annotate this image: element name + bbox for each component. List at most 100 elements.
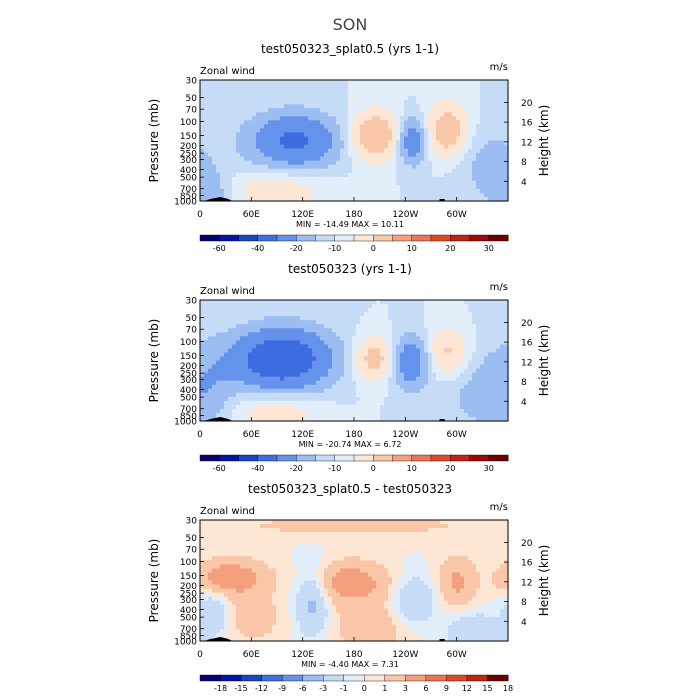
heatmap-cell (464, 312, 469, 317)
heatmap-cell (428, 160, 433, 166)
heatmap-cell (312, 148, 317, 154)
heatmap-cell (276, 308, 281, 313)
heatmap-cell (400, 332, 405, 337)
heatmap-cell (380, 352, 385, 358)
heatmap-cell (220, 168, 225, 174)
heatmap-cell (440, 116, 445, 121)
heatmap-cell (280, 380, 285, 386)
heatmap-cell (428, 96, 433, 101)
heatmap-cell (320, 376, 325, 382)
heatmap-cell (312, 356, 317, 362)
heatmap-cell (288, 156, 293, 162)
heatmap-cell (396, 392, 401, 398)
heatmap-cell (384, 196, 389, 202)
longitude-tick-label: 60E (243, 210, 260, 220)
heatmap-cell (488, 304, 493, 309)
heatmap-cell (248, 92, 253, 97)
heatmap-cell (480, 104, 485, 109)
heatmap-cell (464, 188, 469, 194)
heatmap-cell (288, 124, 293, 129)
heatmap-cell (212, 184, 217, 190)
heatmap-cell (348, 156, 353, 162)
heatmap-cell (408, 168, 413, 174)
heatmap-cell (360, 168, 365, 174)
heatmap-cell (484, 524, 489, 529)
heatmap-cell (444, 360, 449, 366)
heatmap-cell (292, 400, 297, 406)
heatmap-cell (256, 400, 261, 406)
heatmap-cell (424, 368, 429, 374)
heatmap-cell (232, 384, 237, 390)
heatmap-cell (328, 144, 333, 150)
heatmap-cell (248, 348, 253, 354)
heatmap-cell (360, 184, 365, 190)
heatmap-cell (264, 116, 269, 121)
heatmap-cell (276, 400, 281, 406)
colorbar-swatch (392, 454, 413, 462)
heatmap-cell (200, 108, 205, 113)
heatmap-cell (308, 400, 313, 406)
heatmap-cell (376, 160, 381, 166)
heatmap-cell (264, 120, 269, 125)
heatmap-cell (500, 176, 505, 182)
heatmap-cell (416, 116, 421, 121)
heatmap-cell (224, 104, 229, 109)
heatmap-cell (220, 96, 225, 101)
heatmap-cell (476, 164, 481, 170)
heatmap-cell (284, 300, 289, 305)
heatmap-cell (224, 120, 229, 125)
heatmap-cell (408, 320, 413, 325)
heatmap-cell (412, 128, 417, 134)
heatmap-cell (468, 408, 473, 414)
heatmap-cell (480, 116, 485, 121)
heatmap-cell (396, 304, 401, 309)
heatmap-cell (472, 380, 477, 386)
heatmap-cell (460, 380, 465, 386)
heatmap-cell (256, 368, 261, 374)
heatmap-cell (228, 400, 233, 406)
heatmap-cell (400, 108, 405, 113)
heatmap-cell (228, 180, 233, 186)
heatmap-cell (268, 128, 273, 134)
heatmap-cell (408, 112, 413, 117)
heatmap-cell (284, 528, 289, 533)
heatmap-cell (268, 116, 273, 121)
heatmap-cell (428, 156, 433, 162)
heatmap-cell (232, 340, 237, 345)
heatmap-cell (420, 92, 425, 97)
heatmap-cell (372, 168, 377, 174)
heatmap-cell (452, 316, 457, 321)
heatmap-cell (364, 412, 369, 418)
heatmap-cell (212, 324, 217, 329)
heatmap-cell (212, 408, 217, 414)
heatmap-cell (356, 140, 361, 146)
heatmap-cell (412, 192, 417, 198)
heatmap-cell (204, 380, 209, 386)
heatmap-cell (284, 152, 289, 158)
heatmap-cell (208, 320, 213, 325)
heatmap-cell (484, 100, 489, 105)
heatmap-cell (268, 360, 273, 366)
heatmap-cell (376, 372, 381, 378)
heatmap-cell (400, 192, 405, 198)
heatmap-cell (272, 96, 277, 101)
heatmap-cell (444, 380, 449, 386)
heatmap-cell (496, 392, 501, 398)
heatmap-cell (468, 376, 473, 382)
heatmap-cell (336, 92, 341, 97)
heatmap-cell (404, 388, 409, 394)
heatmap-cell (440, 336, 445, 341)
heatmap-cell (360, 396, 365, 402)
heatmap-cell (480, 152, 485, 158)
heatmap-cell (460, 116, 465, 121)
colorbar-swatch (430, 234, 451, 242)
heatmap-cell (212, 96, 217, 101)
heatmap-cell (204, 364, 209, 370)
heatmap-cell (232, 328, 237, 333)
heatmap-cell (412, 348, 417, 354)
heatmap-cell (292, 96, 297, 101)
heatmap-cell (332, 392, 337, 398)
heatmap-cell (220, 388, 225, 394)
heatmap-cell (472, 412, 477, 418)
heatmap-cell (364, 84, 369, 89)
